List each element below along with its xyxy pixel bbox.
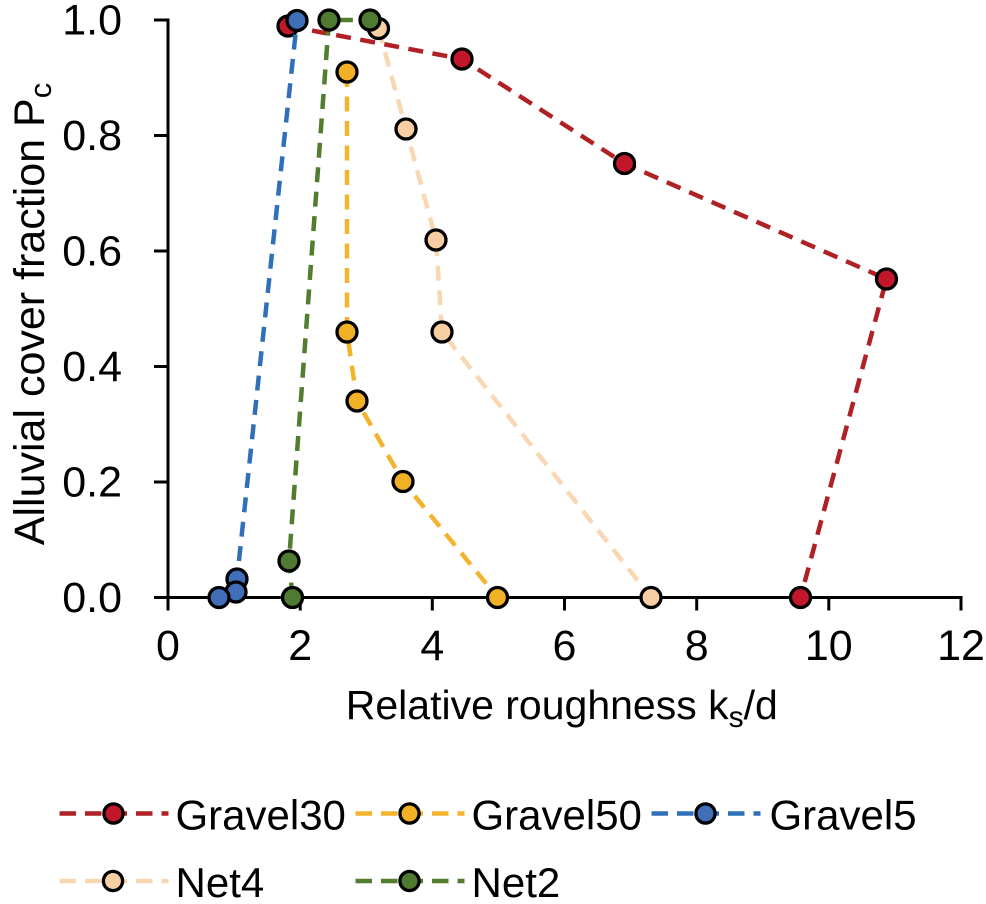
svg-text:Alluvial cover fraction Pc: Alluvial cover fraction Pc bbox=[6, 83, 58, 545]
svg-text:1.0: 1.0 bbox=[62, 0, 122, 45]
svg-text:0.8: 0.8 bbox=[62, 112, 122, 160]
svg-text:Gravel50: Gravel50 bbox=[472, 792, 642, 839]
svg-text:Gravel30: Gravel30 bbox=[176, 792, 346, 839]
svg-text:12: 12 bbox=[937, 622, 985, 670]
svg-text:0.4: 0.4 bbox=[62, 343, 122, 391]
svg-text:0.6: 0.6 bbox=[62, 228, 122, 276]
svg-text:0.0: 0.0 bbox=[62, 574, 122, 622]
svg-text:0: 0 bbox=[156, 622, 180, 670]
svg-text:Relative roughness ks/d: Relative roughness ks/d bbox=[346, 682, 778, 734]
svg-text:2: 2 bbox=[288, 622, 312, 670]
svg-text:0.2: 0.2 bbox=[62, 459, 122, 507]
svg-text:4: 4 bbox=[420, 622, 444, 670]
svg-text:8: 8 bbox=[685, 622, 709, 670]
svg-text:10: 10 bbox=[805, 622, 853, 670]
svg-text:Gravel5: Gravel5 bbox=[770, 792, 917, 839]
svg-text:6: 6 bbox=[553, 622, 577, 670]
svg-text:Net2: Net2 bbox=[472, 859, 561, 904]
svg-text:Net4: Net4 bbox=[176, 859, 265, 904]
